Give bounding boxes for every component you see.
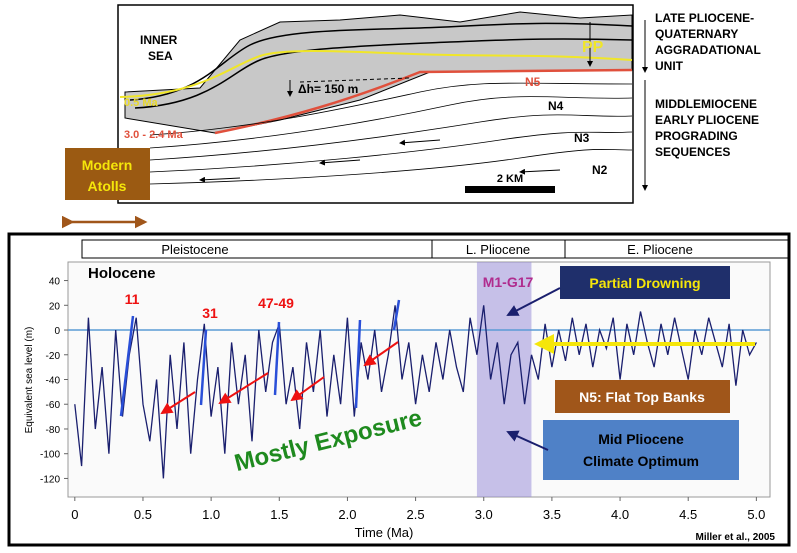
x-tick-label: 4.5 xyxy=(679,507,697,522)
epoch-label: L. Pliocene xyxy=(466,242,530,257)
annotation: 31 xyxy=(202,305,218,321)
reflector xyxy=(129,22,633,101)
x-tick-label: 4.0 xyxy=(611,507,629,522)
label: Modern xyxy=(82,157,133,173)
plot: 40 20 0 -20 -40 -60 -80 -100 -120 0 0.5 1.0 1.5 2.0 2.… xyxy=(40,262,770,522)
clinoform xyxy=(149,131,633,173)
x-tick-label: 1.5 xyxy=(270,507,288,522)
y-tick-label: -40 xyxy=(46,376,61,387)
label: EARLY PLIOCENE xyxy=(655,113,759,127)
label: N5 xyxy=(525,75,541,89)
epoch-bar xyxy=(81,239,789,259)
atolls-box xyxy=(65,148,150,200)
trend-arrow xyxy=(290,376,325,402)
x-tick-label: 2.5 xyxy=(407,507,425,522)
clinoform xyxy=(149,148,633,185)
y-tick-label: 0 xyxy=(54,326,60,337)
label: N2 xyxy=(592,163,608,177)
y-tick-label: 40 xyxy=(49,277,61,288)
yellow-horizon xyxy=(119,50,633,98)
label: MIDDLEMIOCENE xyxy=(655,97,757,111)
label: AGGRADATIONAL xyxy=(655,43,761,57)
label: INNER xyxy=(140,33,178,47)
dh-line xyxy=(299,77,411,83)
y-axis-label: Equivalent sea level (m) xyxy=(24,327,35,434)
annotation: 11 xyxy=(125,291,140,307)
annotation: Partial Drowning xyxy=(589,275,700,291)
x-tick-label: 0.5 xyxy=(134,507,152,522)
label: N4 xyxy=(548,99,564,113)
label: LATE PLIOCENE- xyxy=(655,11,754,25)
y-tick-label: -120 xyxy=(40,474,60,485)
y-tick-label: -100 xyxy=(40,450,60,461)
x-axis-label: Time (Ma) xyxy=(355,525,414,540)
annotation: Holocene xyxy=(88,265,156,282)
clinoform xyxy=(149,96,633,149)
epoch-label: E. Pliocene xyxy=(627,242,693,257)
label: PP xyxy=(582,39,604,56)
annotation: Climate Optimum xyxy=(583,453,699,469)
x-tick-label: 3.5 xyxy=(543,507,561,522)
clinoform xyxy=(149,114,633,161)
sea-level-line xyxy=(74,305,757,479)
label: 3.0 - 2.4 Ma xyxy=(124,129,184,141)
progradation-arrow xyxy=(319,159,361,166)
trend-arrow xyxy=(218,372,269,405)
annotation: Mid Pliocene xyxy=(598,431,684,447)
reflector xyxy=(134,38,633,109)
label: SEA xyxy=(148,49,173,63)
label: PROGRADING xyxy=(655,129,738,143)
trend-arrow xyxy=(363,341,399,367)
progradation-arrow xyxy=(399,139,441,146)
label: SEQUENCES xyxy=(655,145,730,159)
callout-arrow xyxy=(506,287,561,316)
trend-arrow xyxy=(160,391,196,415)
label: Atolls xyxy=(88,178,127,194)
label: QUATERNARY xyxy=(655,27,738,41)
progradation-arrow xyxy=(519,168,561,175)
annotation: N5: Flat Top Banks xyxy=(579,389,705,405)
label: N3 xyxy=(574,131,590,145)
y-tick-label: -60 xyxy=(46,400,61,411)
rise-highlight xyxy=(119,299,401,417)
label: Δh= 150 m xyxy=(298,82,358,96)
label: 2 KM xyxy=(497,173,523,185)
y-tick-label: -80 xyxy=(46,425,61,436)
x-tick-label: 1.0 xyxy=(202,507,220,522)
shaded-band xyxy=(476,262,532,497)
epoch-label: Pleistocene xyxy=(161,242,228,257)
annotation: M1-G17 xyxy=(483,274,534,290)
cross-section: INNER SEA PP 0.5 Ma 3.0 - 2.4 Ma Δh= 150… xyxy=(62,4,761,229)
y-tick-label: -20 xyxy=(46,351,61,362)
label: 0.5 Ma xyxy=(124,97,159,109)
source: Miller et al., 2005 xyxy=(696,532,776,543)
callout-box xyxy=(543,420,739,480)
callout-box xyxy=(560,266,730,299)
progradation-arrow xyxy=(199,176,241,183)
x-tick-label: 5.0 xyxy=(747,507,765,522)
callout-arrow xyxy=(506,430,549,451)
clinoform xyxy=(149,82,633,136)
scale-bar xyxy=(465,186,555,193)
x-tick-label: 0 xyxy=(71,507,78,522)
callout-box xyxy=(555,380,730,413)
x-tick-label: 3.0 xyxy=(475,507,493,522)
annotation: 47-49 xyxy=(258,295,294,311)
red-horizon xyxy=(214,68,633,135)
y-tick-label: 20 xyxy=(49,301,61,312)
x-tick-label: 2.0 xyxy=(338,507,356,522)
label: UNIT xyxy=(655,59,684,73)
